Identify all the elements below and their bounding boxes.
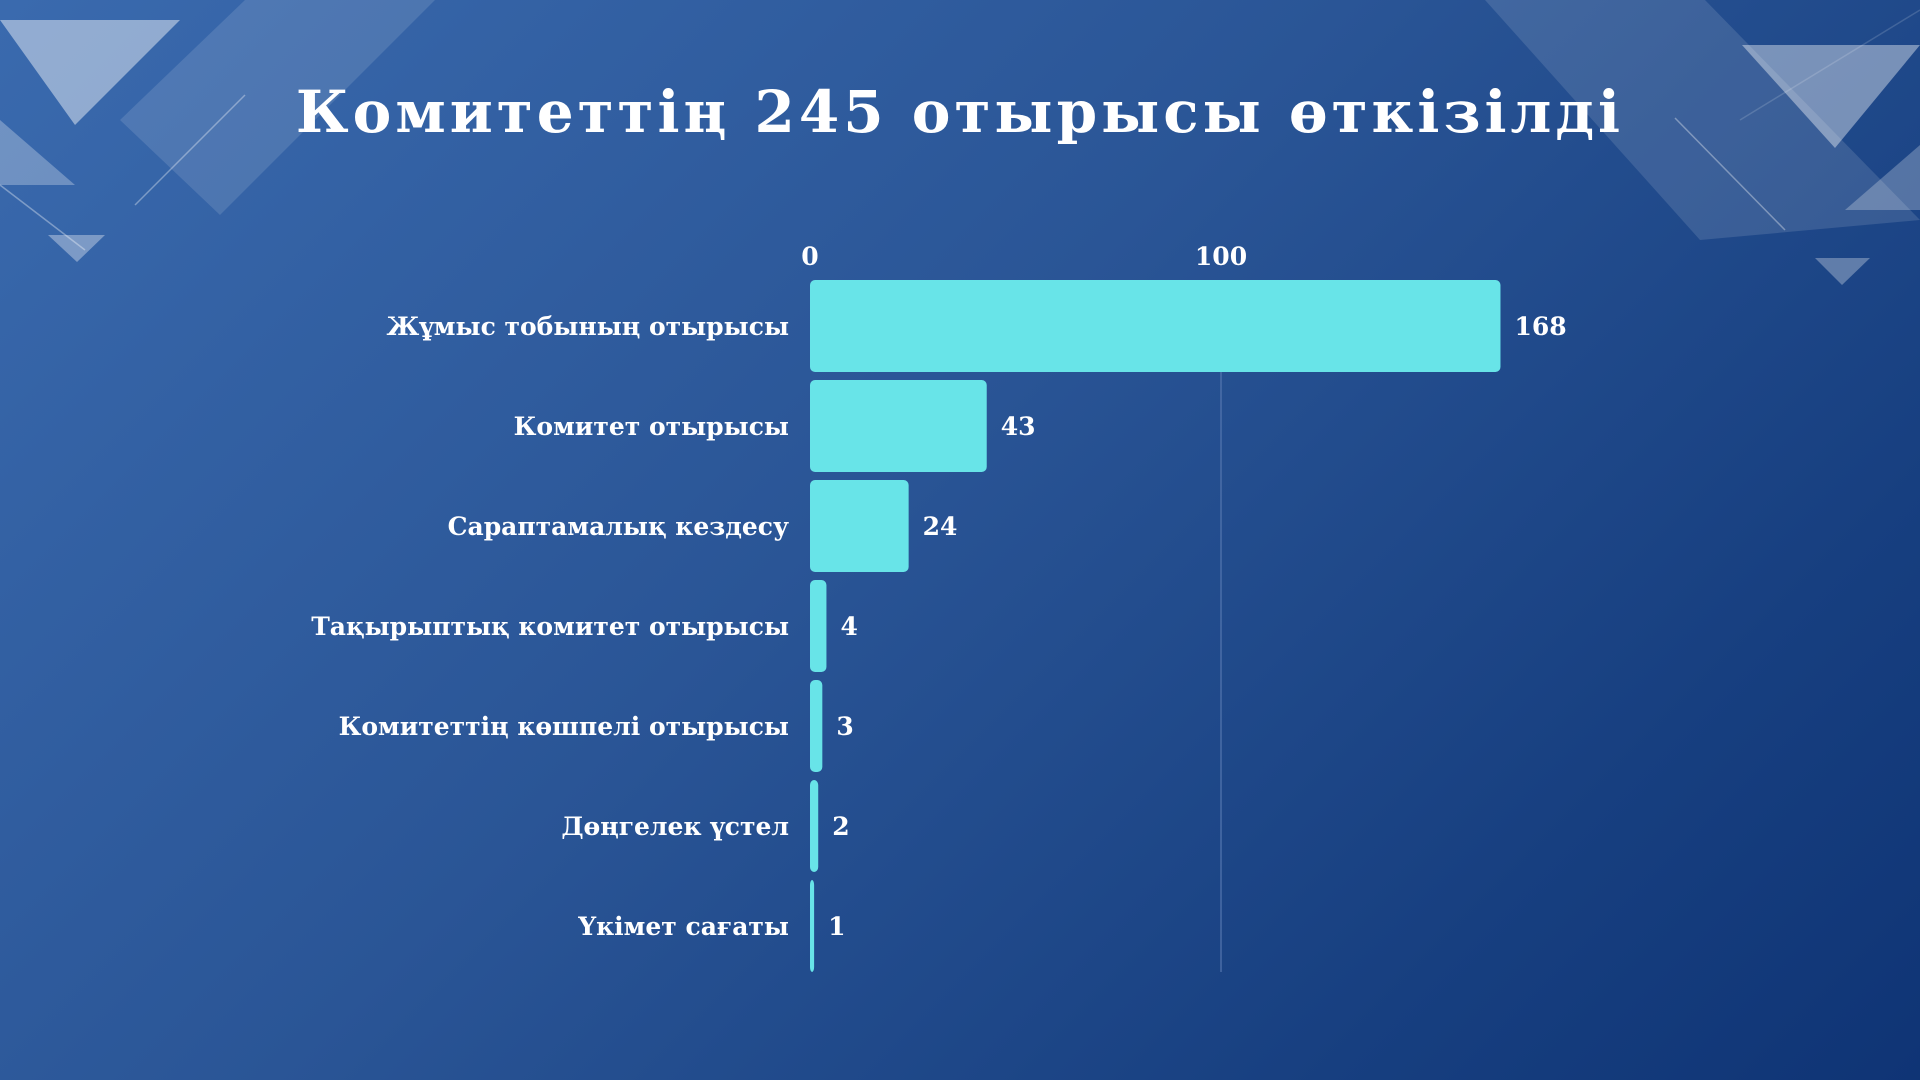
category-label: Тақырыптық комитет отырысы	[311, 612, 789, 641]
category-label: Сараптамалық кездесу	[448, 512, 789, 541]
category-label: Үкімет сағаты	[577, 912, 789, 941]
value-label: 1	[828, 912, 845, 941]
category-label: Дөңгелек үстел	[561, 812, 789, 841]
bar	[810, 480, 909, 572]
bar	[810, 780, 819, 872]
decor-triangle	[1742, 45, 1920, 148]
value-label: 4	[840, 612, 857, 641]
decor-line	[1674, 117, 1786, 231]
bar	[810, 380, 987, 472]
bar	[810, 880, 815, 972]
decor-triangle	[120, 0, 435, 215]
category-label: Комитеттің көшпелі отырысы	[339, 712, 789, 741]
decor-line	[1739, 9, 1920, 121]
chart-title: Комитеттің 245 отырысы өткізілді	[295, 78, 1625, 146]
value-label: 43	[1001, 412, 1036, 441]
bar	[810, 580, 827, 672]
value-label: 24	[923, 512, 958, 541]
category-label: Комитет отырысы	[514, 412, 789, 441]
decor-triangle	[48, 235, 105, 262]
decor-triangle	[1815, 258, 1870, 285]
category-label: Жұмыс тобының отырысы	[386, 312, 789, 341]
value-label: 2	[832, 812, 849, 841]
value-label: 3	[836, 712, 853, 741]
bar	[810, 680, 823, 772]
x-tick-label: 0	[801, 242, 818, 271]
decor-line	[134, 94, 246, 206]
decor-triangle	[1845, 145, 1920, 210]
bar	[810, 280, 1501, 372]
x-tick-label: 100	[1195, 242, 1247, 271]
decor-triangle	[1485, 0, 1920, 240]
decor-triangle	[0, 120, 75, 185]
decor-line	[0, 184, 86, 251]
value-label: 168	[1514, 312, 1566, 341]
decor-triangle	[0, 20, 180, 125]
